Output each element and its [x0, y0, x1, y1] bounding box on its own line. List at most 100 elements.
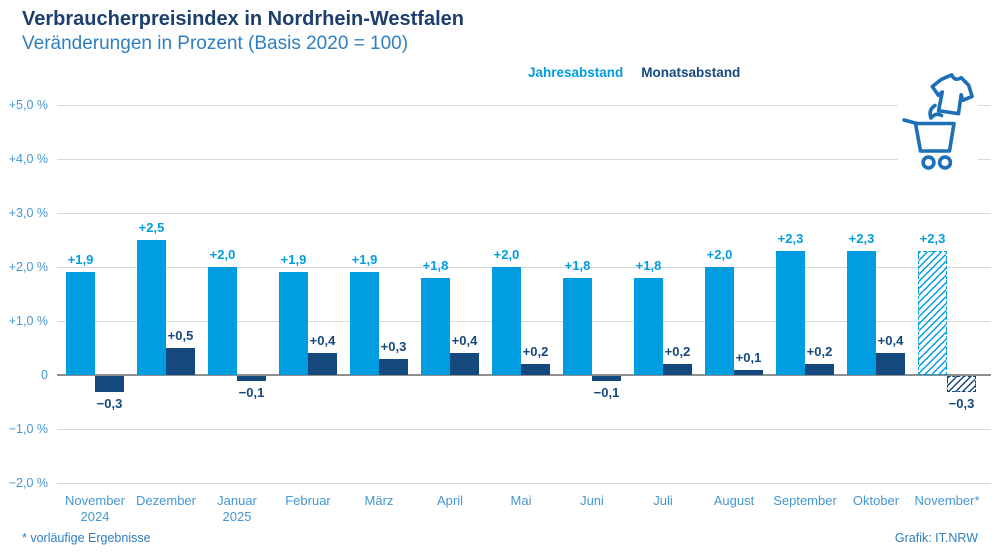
value-label: +0,2 [664, 344, 691, 360]
month-label: November* [914, 493, 980, 508]
cart-sprout [928, 103, 944, 120]
bar-monatsabstand [450, 353, 479, 375]
x-axis-label: Oktober [828, 493, 924, 509]
bar-jahresabstand [492, 267, 521, 375]
y-tick-label: +3,0 % [8, 206, 48, 220]
bar-jahresabstand [137, 240, 166, 375]
bar-jahresabstand [350, 272, 379, 375]
bar-monatsabstand [876, 353, 905, 375]
x-axis-label: Januar 2025 [189, 493, 285, 525]
y-tick-label: −1,0 % [8, 422, 48, 436]
year-label: 2024 [80, 509, 110, 524]
bar-jahresabstand [776, 250, 805, 375]
value-label: +2,0 [706, 247, 733, 262]
footnote: * vorläufige Ergebnisse [22, 531, 151, 545]
gridline [57, 267, 991, 268]
x-axis-label: Dezember [118, 493, 214, 509]
x-axis-label: September [757, 493, 853, 509]
value-label: −0,3 [948, 396, 975, 412]
bar-jahresabstand [918, 250, 947, 375]
y-tick-label: +1,0 % [8, 314, 48, 328]
value-label: +0,1 [735, 349, 762, 365]
value-label: +1,8 [422, 257, 449, 273]
value-label: −0,3 [96, 396, 123, 412]
cart-body [913, 121, 956, 153]
page-title: Verbraucherpreisindex in Nordrhein-Westf… [22, 8, 464, 30]
y-tick-label: +2,0 % [8, 260, 48, 274]
x-axis-label: März [331, 493, 427, 509]
credit: Grafik: IT.NRW [894, 531, 978, 545]
bar-monatsabstand [734, 369, 763, 375]
value-label: +2,5 [138, 220, 165, 235]
month-label: April [436, 493, 463, 508]
cart-wheel-right [937, 155, 953, 170]
value-label: +2,0 [209, 247, 236, 262]
x-axis-label: August [686, 493, 782, 509]
value-label: +0,5 [167, 328, 194, 343]
value-label: +0,4 [309, 333, 336, 349]
y-tick-label: +5,0 % [8, 98, 48, 112]
value-label: +0,3 [380, 338, 407, 354]
bar-monatsabstand [663, 364, 692, 375]
bar-monatsabstand [947, 376, 976, 393]
month-label: Dezember [136, 493, 196, 508]
y-tick-label: +4,0 % [8, 152, 48, 166]
bar-jahresabstand [208, 267, 237, 375]
x-axis-label: Juni [544, 493, 640, 509]
bar-jahresabstand [66, 272, 95, 375]
month-label: Mai [510, 493, 532, 508]
legend-item-monatsabstand: Monatsabstand [641, 65, 741, 80]
gridline [57, 483, 991, 484]
value-label: +1,9 [351, 252, 378, 268]
value-label: +0,2 [806, 344, 833, 360]
month-label: Februar [285, 493, 331, 508]
y-tick-label: −2,0 % [8, 476, 48, 490]
page-subtitle: Veränderungen in Prozent (Basis 2020 = 1… [22, 33, 409, 54]
year-label: 2025 [222, 509, 252, 524]
gridline [57, 429, 991, 430]
cart-wheel-left [921, 155, 936, 170]
gridline [57, 213, 991, 214]
bar-jahresabstand [705, 267, 734, 375]
bar-jahresabstand [421, 277, 450, 375]
bar-jahresabstand [634, 277, 663, 375]
value-label: +2,3 [777, 230, 804, 246]
bar-monatsabstand [592, 376, 621, 382]
value-label: +0,4 [877, 333, 904, 349]
tshirt-icon [930, 73, 974, 116]
value-label: −0,1 [238, 385, 265, 401]
shopping-cart-icon [898, 72, 978, 178]
x-axis-label: Mai [473, 493, 569, 509]
month-label: Juli [653, 493, 673, 508]
gridline [57, 159, 991, 160]
bar-monatsabstand [308, 353, 337, 375]
bar-monatsabstand [237, 376, 266, 382]
month-label: Juni [580, 493, 604, 508]
value-label: +2,3 [848, 230, 875, 246]
month-label: Januar [217, 493, 257, 508]
gridline [57, 105, 991, 106]
bar-jahresabstand [847, 250, 876, 375]
legend-item-jahresabstand: Jahresabstand [528, 65, 624, 80]
x-axis-label: November 2024 [47, 493, 143, 525]
value-label: +0,2 [522, 344, 549, 360]
bar-jahresabstand [563, 277, 592, 375]
gridline [57, 321, 991, 322]
x-axis-label: April [402, 493, 498, 509]
month-label: September [773, 493, 837, 508]
x-axis-label: Juli [615, 493, 711, 509]
value-label: +1,9 [67, 252, 94, 268]
bar-jahresabstand [279, 272, 308, 375]
value-label: +1,9 [280, 252, 307, 268]
y-tick-label: 0 [41, 368, 48, 382]
month-label: Oktober [852, 493, 900, 508]
bar-monatsabstand [521, 364, 550, 375]
value-label: +1,8 [564, 257, 591, 273]
value-label: +0,4 [451, 333, 478, 349]
value-label: +2,3 [919, 230, 946, 246]
value-label: −0,1 [593, 385, 620, 401]
legend: Jahresabstand Monatsabstand [528, 65, 740, 80]
value-label: +1,8 [635, 257, 662, 273]
